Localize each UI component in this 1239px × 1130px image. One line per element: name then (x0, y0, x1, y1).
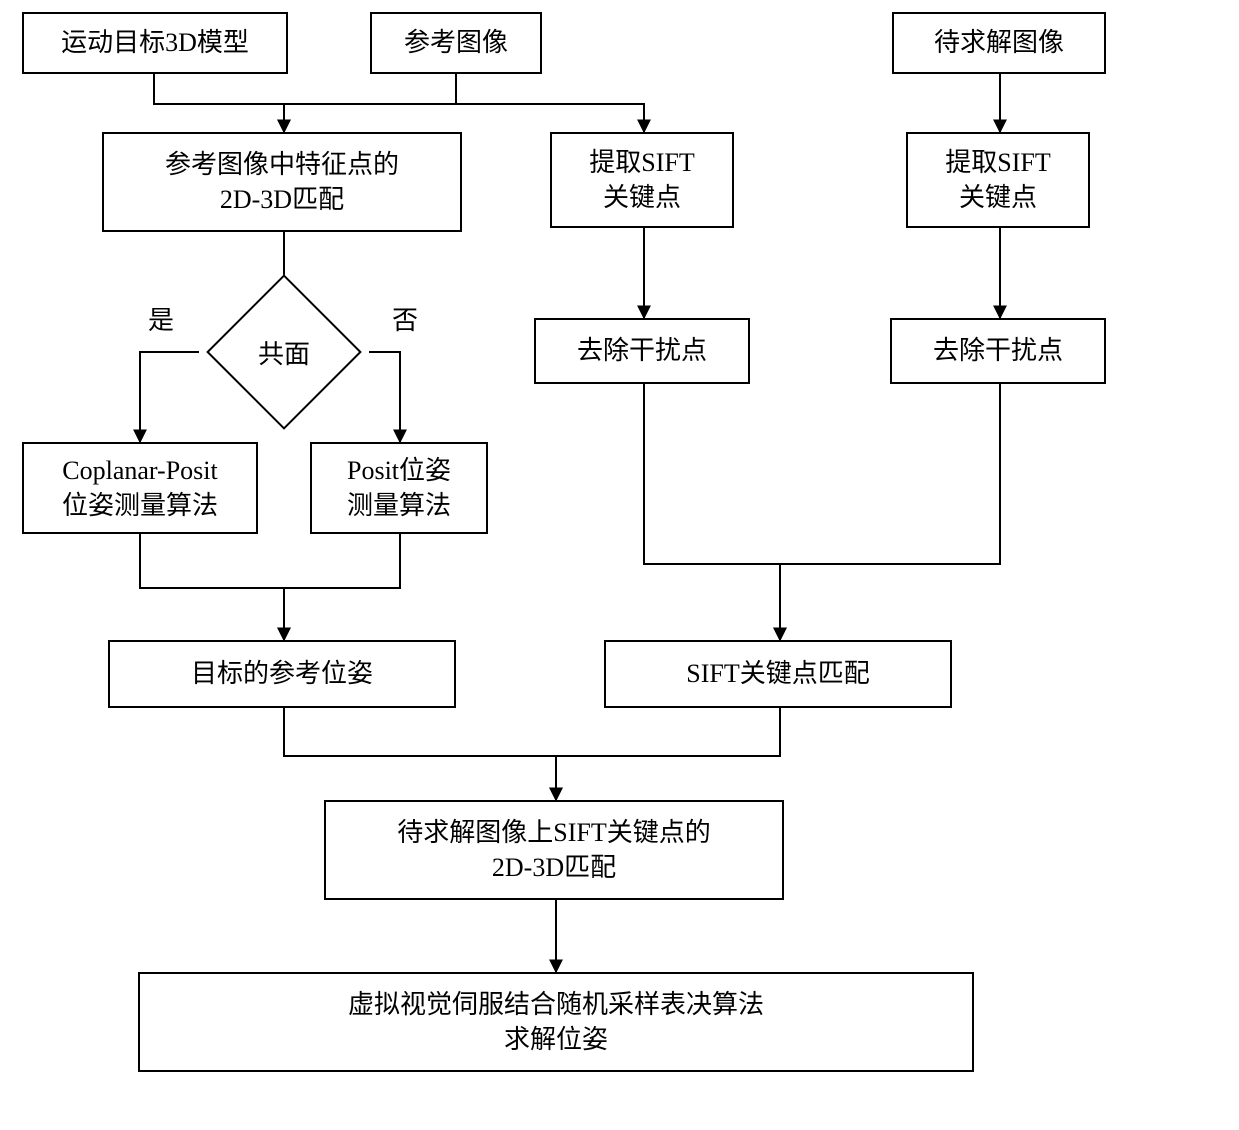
node-img-2d3d: 待求解图像上SIFT关键点的 2D-3D匹配 (324, 800, 784, 900)
node-label: 共面 (258, 334, 310, 371)
node-posit: Posit位姿 测量算法 (310, 442, 488, 534)
node-label: 提取SIFT 关键点 (589, 145, 694, 215)
edge-label-yes: 是 (148, 300, 174, 337)
node-label: 待求解图像上SIFT关键点的 2D-3D匹配 (397, 815, 710, 885)
node-label: 运动目标3D模型 (61, 25, 249, 60)
node-label: 去除干扰点 (933, 333, 1063, 368)
node-label: 参考图像 (404, 25, 508, 60)
node-image-to-solve: 待求解图像 (892, 12, 1106, 74)
node-label: 虚拟视觉伺服结合随机采样表决算法 求解位姿 (348, 987, 764, 1057)
edge-label-text: 否 (392, 306, 418, 335)
node-remove-noise-2: 去除干扰点 (890, 318, 1106, 384)
node-3d-model: 运动目标3D模型 (22, 12, 288, 74)
node-label: SIFT关键点匹配 (686, 656, 869, 691)
node-label: 去除干扰点 (577, 333, 707, 368)
node-ref-pose: 目标的参考位姿 (108, 640, 456, 708)
node-label: Coplanar-Posit 位姿测量算法 (62, 453, 218, 523)
edge-label-text: 是 (148, 306, 174, 335)
node-reference-image: 参考图像 (370, 12, 542, 74)
node-coplanar-decision-label: 共面 (234, 332, 334, 372)
edge-label-no: 否 (392, 300, 418, 337)
node-label: 待求解图像 (934, 25, 1064, 60)
node-extract-sift-1: 提取SIFT 关键点 (550, 132, 734, 228)
node-label: 目标的参考位姿 (191, 656, 373, 691)
flowchart-canvas: 运动目标3D模型 参考图像 待求解图像 参考图像中特征点的 2D-3D匹配 提取… (0, 0, 1239, 1130)
node-label: Posit位姿 测量算法 (347, 453, 451, 523)
node-extract-sift-2: 提取SIFT 关键点 (906, 132, 1090, 228)
node-2d3d-match-ref: 参考图像中特征点的 2D-3D匹配 (102, 132, 462, 232)
node-label: 参考图像中特征点的 2D-3D匹配 (165, 147, 399, 217)
node-remove-noise-1: 去除干扰点 (534, 318, 750, 384)
node-final-solve: 虚拟视觉伺服结合随机采样表决算法 求解位姿 (138, 972, 974, 1072)
node-coplanar-posit: Coplanar-Posit 位姿测量算法 (22, 442, 258, 534)
node-sift-match: SIFT关键点匹配 (604, 640, 952, 708)
node-label: 提取SIFT 关键点 (945, 145, 1050, 215)
